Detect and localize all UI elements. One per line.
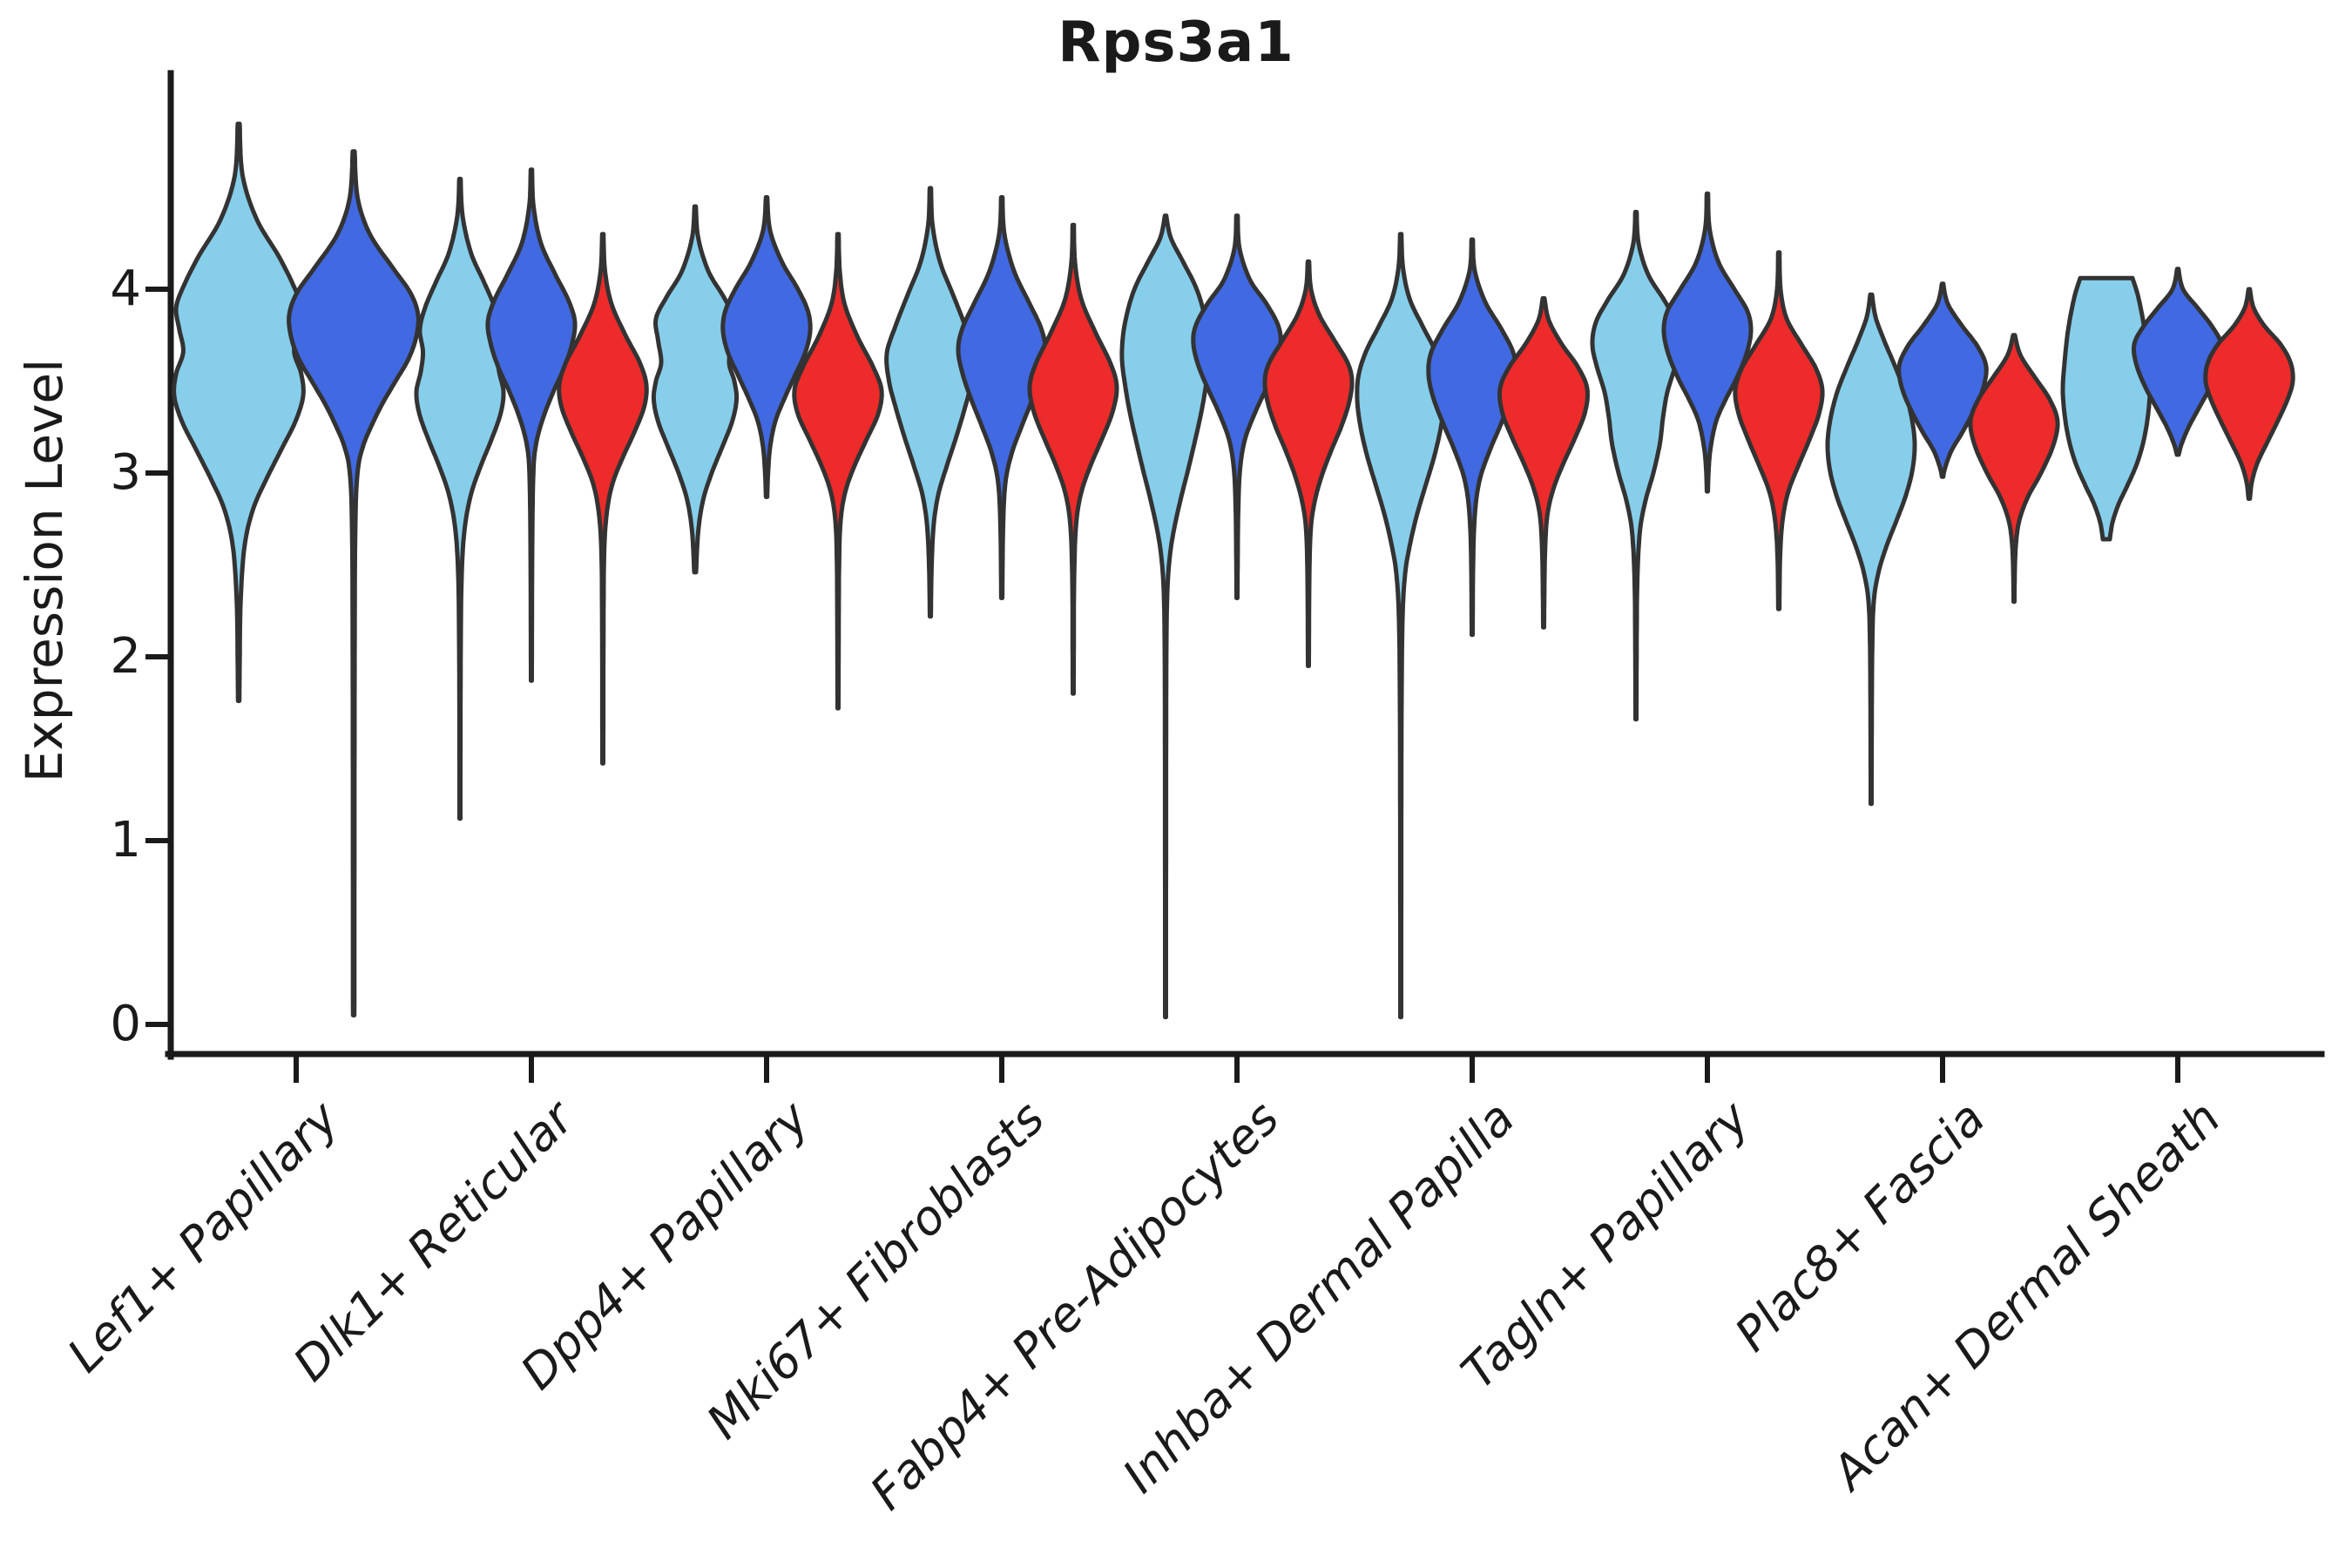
chart-title: Rps3a1 (1058, 10, 1294, 75)
y-tick-label: 1 (110, 812, 141, 868)
violin-dark-blue (956, 195, 1048, 600)
violin-light-blue (172, 121, 306, 704)
violin-light-blue (2060, 275, 2153, 542)
violin-red (1968, 333, 2060, 605)
violin-red (1027, 222, 1119, 696)
violin-light-blue (884, 186, 977, 619)
violin-light-blue (1825, 292, 1917, 807)
violin-dark-blue (1191, 213, 1283, 600)
violin-red (1497, 296, 1590, 630)
violin-red (2203, 287, 2295, 501)
violin-dark-blue (720, 195, 813, 499)
violin-light-blue (414, 176, 506, 821)
violin-dark-blue (2132, 267, 2224, 457)
violin-dark-blue (1426, 237, 1518, 638)
violin-dark-blue (1896, 281, 1989, 479)
violin-red (557, 232, 649, 766)
y-tick-label: 4 (110, 260, 141, 317)
violin-dark-blue (287, 149, 421, 1017)
y-tick-label: 2 (110, 628, 141, 685)
violin-light-blue (1590, 209, 1682, 722)
y-tick-label: 0 (110, 996, 141, 1052)
y-tick-label: 3 (110, 444, 141, 501)
violin-dark-blue (485, 167, 578, 683)
violin-red (1262, 259, 1355, 668)
violin-dark-blue (1661, 191, 1754, 494)
violin-light-blue (651, 204, 740, 575)
violin-red (792, 232, 884, 711)
violin-red (1733, 250, 1825, 612)
